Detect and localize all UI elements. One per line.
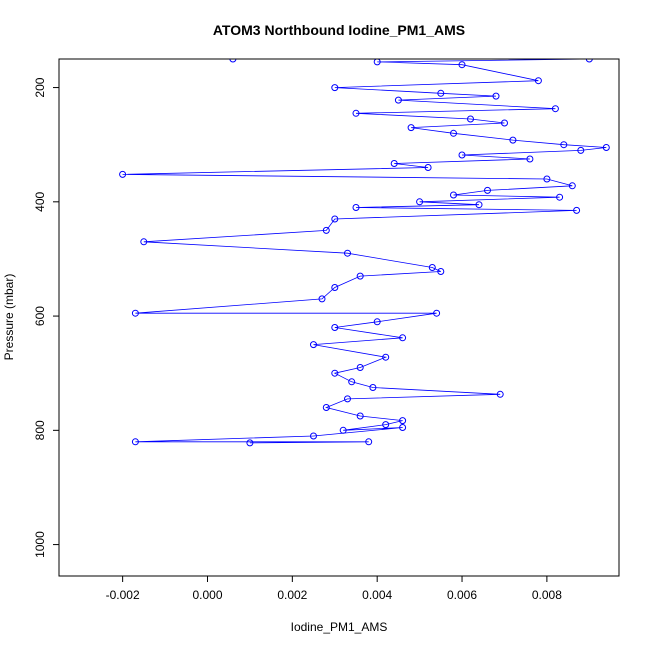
x-tick-label: 0.008 — [532, 588, 562, 602]
data-point — [344, 395, 351, 403]
data-point — [310, 341, 317, 349]
y-tick-label: 800 — [33, 420, 47, 440]
data-point — [365, 438, 373, 446]
data-point — [416, 198, 424, 206]
data-point — [399, 424, 407, 431]
y-tick-label: 400 — [33, 191, 47, 211]
data-point — [433, 309, 441, 317]
data-point — [526, 155, 534, 163]
data-point — [373, 59, 381, 66]
x-tick-label: 0.000 — [192, 588, 222, 602]
data-point — [356, 412, 364, 420]
data-point — [229, 59, 237, 63]
data-point — [140, 238, 148, 246]
data-point — [450, 191, 457, 199]
data-point — [322, 226, 330, 234]
x-tick-label: 0.002 — [277, 588, 307, 602]
data-point — [331, 369, 339, 377]
y-tick-label: 1000 — [33, 531, 47, 558]
data-point — [310, 432, 317, 440]
data-point — [437, 268, 445, 275]
data-point — [560, 141, 568, 149]
plot-frame — [58, 58, 620, 577]
series-line — [122, 59, 607, 444]
data-point — [551, 105, 559, 113]
data-point — [458, 61, 466, 69]
x-tick-label: 0.006 — [447, 588, 477, 602]
data-point — [394, 96, 402, 104]
data-point — [356, 364, 364, 371]
data-point — [467, 115, 474, 123]
data-point — [369, 384, 377, 391]
y-axis-label: Pressure (mbar) — [2, 274, 16, 361]
data-point — [399, 417, 407, 425]
data-point — [131, 438, 139, 446]
data-point — [458, 151, 466, 159]
data-point — [602, 144, 610, 151]
data-point — [119, 170, 127, 178]
y-tick-label: 600 — [33, 306, 47, 326]
data-point — [331, 215, 339, 223]
data-point — [475, 201, 483, 209]
data-point — [331, 324, 339, 331]
data-point — [568, 182, 576, 190]
data-point — [496, 390, 504, 398]
plot-area — [58, 58, 620, 577]
data-point — [399, 334, 407, 342]
data-point — [322, 404, 330, 411]
y-axis: 200 400 600 800 1000 — [33, 77, 59, 558]
data-point — [484, 186, 491, 194]
data-point — [509, 136, 517, 144]
data-point — [492, 92, 500, 100]
data-marks — [119, 59, 610, 447]
y-tick-label: 200 — [33, 77, 47, 97]
data-point — [382, 421, 390, 429]
data-point — [373, 318, 381, 326]
data-point — [543, 175, 551, 183]
data-point — [501, 119, 508, 127]
data-point — [534, 77, 542, 85]
data-point — [428, 264, 436, 271]
data-point — [573, 206, 581, 214]
data-point — [331, 284, 339, 291]
data-point — [585, 59, 593, 63]
data-point — [318, 295, 326, 303]
data-point — [437, 89, 445, 97]
data-point — [344, 249, 351, 257]
x-tick-label: 0.004 — [362, 588, 392, 602]
data-point — [131, 309, 139, 317]
data-point — [450, 129, 457, 137]
data-point — [407, 124, 415, 132]
data-point — [356, 272, 364, 280]
data-point — [352, 109, 360, 117]
x-axis-label: Iodine_PM1_AMS — [291, 620, 388, 634]
data-point — [348, 378, 356, 386]
x-tick-label: -0.002 — [106, 588, 140, 602]
data-point — [577, 146, 585, 154]
data-point — [390, 160, 398, 167]
data-point — [331, 84, 339, 92]
chart-title: ATOM3 Northbound Iodine_PM1_AMS — [213, 22, 465, 38]
data-point — [352, 204, 360, 211]
data-point — [246, 439, 254, 447]
data-point — [424, 164, 432, 171]
x-axis: -0.002 0.000 0.002 0.004 0.006 0.008 — [106, 576, 562, 602]
data-point — [556, 193, 564, 201]
data-point — [339, 426, 347, 434]
data-point — [382, 353, 390, 361]
